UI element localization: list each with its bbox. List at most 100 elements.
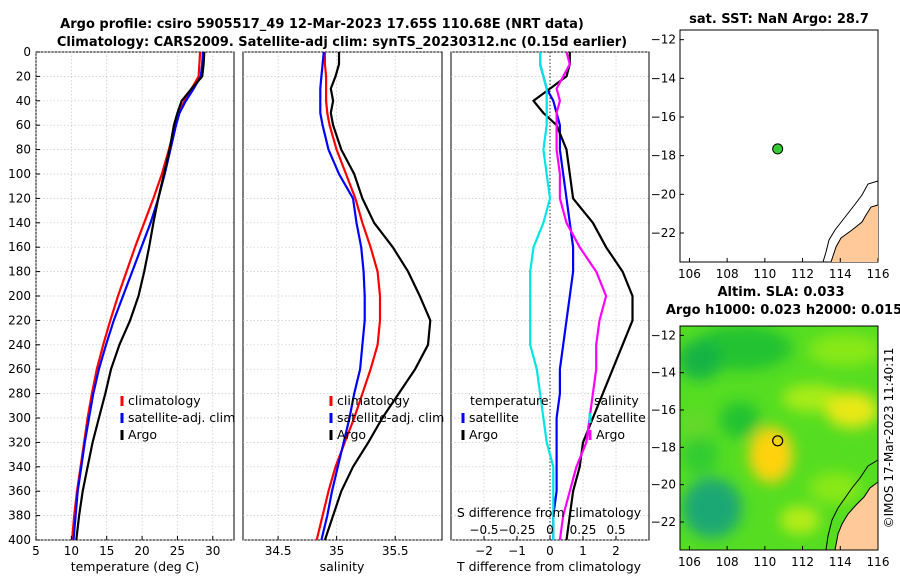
x-tick-label: 30	[205, 544, 220, 558]
s-difference-xlabel: S difference from climatology	[457, 505, 642, 520]
title-line1: Argo profile: csiro 5905517_49 12-Mar-20…	[60, 17, 584, 32]
map-x-tick-label: 116	[867, 267, 890, 281]
legend-label: Argo	[337, 427, 366, 442]
s-difference-ticks: −0.5 −0.25 0 0.25 0.5	[469, 523, 625, 537]
map-y-tick-label: −14	[651, 71, 676, 85]
y-tick-label: 100	[8, 167, 31, 181]
map-x-tick-label: 108	[716, 267, 739, 281]
salinity-legend: climatology satellite-adj. clim Argo	[329, 393, 444, 442]
legend-label: Argo	[469, 427, 498, 442]
temperature-xlabel: temperature (deg C)	[71, 559, 200, 574]
s-tick-label: −0.25	[499, 523, 536, 537]
watermark: ©IMOS 17-Mar-2023 11:40:11	[882, 348, 896, 529]
map-x-tick-label: 112	[791, 555, 814, 569]
map-x-tick-label: 110	[753, 267, 776, 281]
x-tick-label: 15	[99, 544, 114, 558]
difference-series	[529, 51, 634, 541]
map-x-tick-label: 114	[829, 267, 852, 281]
map-y-tick-label: −16	[651, 403, 676, 417]
sla-title: Altim. SLA: 0.033	[718, 285, 845, 300]
series-satellite-adj-clim	[319, 51, 366, 541]
sst-map-panel: sat. SST: NaN Argo: 28.7 106 108 110 112 114…	[651, 12, 890, 281]
series-argo	[323, 52, 432, 541]
map-x-tick-label: 116	[867, 555, 890, 569]
map-y-tick-label: −14	[651, 366, 676, 380]
temperature-panel: 5 10 15 20 25 3002040608010012014016018020022…	[8, 45, 235, 574]
map-y-tick-label: −18	[651, 149, 676, 163]
y-tick-label: 120	[8, 191, 31, 205]
legend-label: satellite	[469, 410, 519, 425]
sla-heatmap	[680, 326, 878, 550]
legend-label: Argo	[596, 427, 625, 442]
legend-salinity-title: salinity	[594, 393, 639, 408]
y-tick-label: 320	[8, 435, 31, 449]
y-tick-label: 0	[23, 45, 31, 59]
legend-label: climatology	[337, 393, 410, 408]
map-y-tick-label: −16	[651, 110, 676, 124]
y-tick-label: 300	[8, 411, 31, 425]
x-tick-label: 5	[32, 544, 40, 558]
legend-label: satellite-adj. clim	[337, 410, 444, 425]
argo-height-title: Argo h1000: 0.023 h2000: 0.015	[666, 303, 900, 318]
y-tick-label: 180	[8, 265, 31, 279]
temperature-series	[71, 51, 206, 541]
map-x-tick-label: 110	[753, 555, 776, 569]
sst-land	[831, 205, 878, 262]
y-tick-label: 380	[8, 509, 31, 523]
series-satellite-adj-clim	[72, 51, 204, 541]
sla-coastline-inner	[834, 481, 879, 551]
sla-map-panel: Altim. SLA: 0.033 Argo h1000: 0.023 h200…	[651, 285, 900, 569]
y-tick-label: 40	[16, 94, 31, 108]
difference-ticks: −2 −1 0 1 2	[475, 536, 620, 558]
y-tick-label: 340	[8, 460, 31, 474]
legend-label: satellite	[596, 410, 646, 425]
map-y-tick-label: −18	[651, 440, 676, 454]
y-tick-label: 360	[8, 484, 31, 498]
temperature-grid	[35, 51, 234, 541]
legend-label: Argo	[128, 427, 157, 442]
y-tick-label: 80	[16, 143, 31, 157]
x-tick-label: 10	[64, 544, 79, 558]
y-tick-label: 280	[8, 387, 31, 401]
series-t-satellite	[538, 52, 575, 540]
sla-coastline	[825, 459, 879, 551]
map-x-tick-label: 114	[829, 555, 852, 569]
sst-map-ticks: 106 108 110 112 114 116 −12 −14 −16 −18 −20 −22	[651, 33, 890, 281]
x-tick-label: 34.5	[265, 544, 292, 558]
x-tick-label: −2	[475, 544, 493, 558]
y-tick-label: 220	[8, 313, 31, 327]
map-x-tick-label: 106	[678, 267, 701, 281]
x-tick-label: −1	[508, 544, 526, 558]
sla-map-ticks: 106 108 110 112 114 116 −12 −14 −16 −18 −20 −22	[651, 328, 890, 569]
t-difference-xlabel: T difference from climatology	[456, 559, 642, 574]
map-y-tick-label: −22	[651, 226, 676, 240]
sst-coastline-inner	[830, 204, 879, 263]
map-x-tick-label: 108	[716, 555, 739, 569]
x-tick-label: 35.5	[382, 544, 409, 558]
difference-legend: temperature salinity satellite Argo satellit…	[461, 393, 646, 442]
series-argo	[75, 51, 206, 541]
series-t-argo	[532, 52, 634, 541]
x-tick-label: 0	[546, 544, 554, 558]
map-y-tick-label: −22	[651, 515, 676, 529]
map-x-tick-label: 106	[678, 555, 701, 569]
y-tick-label: 140	[8, 216, 31, 230]
salinity-series	[315, 51, 432, 541]
s-tick-label: 0.5	[606, 523, 625, 537]
x-tick-label: 1	[579, 544, 587, 558]
y-tick-label: 400	[8, 533, 31, 547]
salinity-panel: 34.5 35 35.5 climatology satellite-adj. cli…	[242, 51, 444, 574]
y-tick-label: 200	[8, 289, 31, 303]
map-x-tick-label: 112	[791, 267, 814, 281]
title-line2: Climatology: CARS2009. Satellite-adj cli…	[57, 35, 627, 50]
legend-label: satellite-adj. clim	[128, 410, 235, 425]
map-y-tick-label: −12	[651, 328, 676, 342]
profile-location-marker	[772, 143, 784, 155]
series-s-satellite	[529, 52, 555, 540]
y-tick-label: 160	[8, 240, 31, 254]
sla-map-frame	[679, 325, 879, 551]
map-y-tick-label: −20	[651, 478, 676, 492]
y-tick-label: 240	[8, 338, 31, 352]
series-s-argo	[555, 51, 608, 541]
map-y-tick-label: −20	[651, 187, 676, 201]
